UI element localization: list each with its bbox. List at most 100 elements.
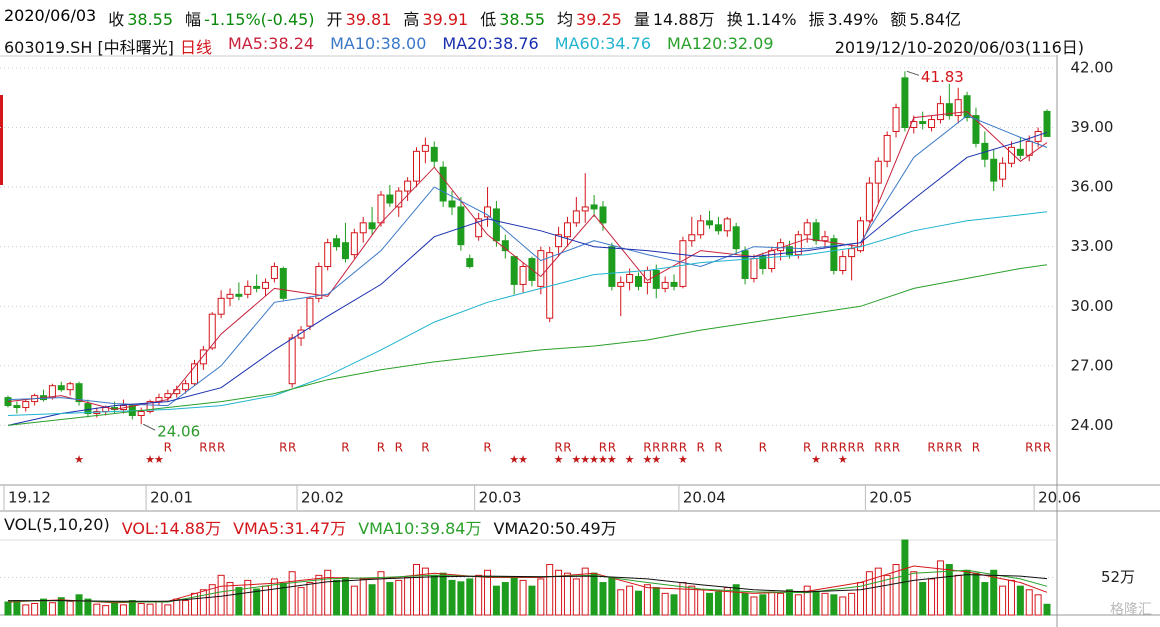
- candle-body: [732, 226, 740, 250]
- ma-legend: 603019.SH [中科曙光] 日线 MA5:38.24 MA10:38.00 M…: [4, 34, 1154, 58]
- x-tick-label: 20.02: [301, 489, 344, 507]
- volume-bar: [40, 598, 48, 616]
- candle-body: [706, 220, 714, 226]
- quote-label: 额: [890, 10, 907, 29]
- candle-body: [741, 250, 749, 279]
- volume-bar: [421, 567, 429, 616]
- volume-bar: [874, 567, 882, 616]
- candle-body: [883, 134, 891, 162]
- volume-bar: [537, 578, 545, 616]
- r-marker: R: [670, 441, 678, 455]
- candle-body: [137, 411, 145, 416]
- volume-legend: VOL(5,10,20) VOL:14.88万 VMA5:31.47万 VMA10…: [4, 515, 617, 539]
- candle-body: [572, 210, 580, 224]
- side-marker: [0, 95, 3, 185]
- candle-body: [652, 270, 660, 289]
- r-marker: R: [927, 441, 935, 455]
- volume-bar: [785, 589, 793, 616]
- candle-body: [901, 77, 909, 128]
- r-marker: R: [421, 441, 429, 455]
- r-marker: R: [208, 441, 216, 455]
- candle-body: [768, 250, 776, 270]
- candle-body: [892, 107, 900, 132]
- candle-body: [297, 329, 305, 339]
- r-marker: R: [874, 441, 882, 455]
- volume-bar: [492, 585, 500, 616]
- candle-body: [439, 166, 447, 202]
- candle-body: [208, 313, 216, 349]
- volume-bar: [22, 604, 30, 616]
- volume-bar: [93, 603, 101, 616]
- volume-bar: [297, 587, 305, 616]
- r-marker: R: [199, 441, 207, 455]
- volume-bar: [892, 564, 900, 616]
- candle-body: [404, 180, 412, 192]
- volume-bar: [981, 582, 989, 616]
- quote-item: 均 39.25: [557, 6, 622, 30]
- quote-item: 低 38.55: [480, 6, 545, 30]
- r-marker: R: [217, 441, 225, 455]
- x-tick-label: 20.05: [869, 489, 912, 507]
- ma-line: [7, 111, 1048, 411]
- candle-body: [635, 275, 643, 287]
- volume-bar: [475, 574, 483, 616]
- ma-legend-item: MA120:32.09: [667, 34, 774, 53]
- quote-label: 换: [726, 10, 743, 29]
- vma-legend-item: VMA20:50.49万: [493, 519, 617, 538]
- volume-bar: [812, 590, 820, 616]
- r-marker: R: [288, 441, 296, 455]
- volume-bar: [626, 585, 634, 616]
- volume-bar: [901, 539, 909, 616]
- volume-bar: [457, 581, 465, 616]
- vma-legend-item: VMA10:39.84万: [358, 519, 482, 538]
- y-tick-label: 24.00: [1071, 416, 1114, 434]
- volume-bar: [865, 571, 873, 616]
- volume-bar: [448, 579, 456, 616]
- candle-body: [803, 222, 811, 236]
- candle-body: [759, 256, 767, 270]
- star-marker: ★: [74, 453, 84, 466]
- volume-value: VOL:14.88万: [121, 519, 222, 538]
- volume-bar: [706, 592, 714, 616]
- volume-bar: [66, 600, 74, 616]
- volume-bar: [324, 569, 332, 616]
- quote-label: 开: [326, 10, 343, 29]
- volume-bar: [1025, 589, 1033, 616]
- star-marker: ★: [145, 453, 155, 466]
- star-marker: ★: [811, 453, 821, 466]
- ma-legend-item: MA10:38.00: [330, 34, 427, 53]
- candle-body: [688, 234, 696, 242]
- ma-line: [7, 131, 1048, 426]
- volume-bar: [883, 574, 891, 616]
- volume-bar: [208, 584, 216, 616]
- candle-body: [421, 144, 429, 152]
- r-marker: R: [945, 441, 953, 455]
- candle-body: [217, 297, 225, 315]
- candle-body: [262, 281, 270, 289]
- candle-body: [821, 236, 829, 242]
- candle-body: [608, 246, 616, 287]
- quote-value: 5.84亿: [909, 10, 962, 29]
- volume-bar: [608, 577, 616, 616]
- star-marker: ★: [580, 453, 590, 466]
- vma-line: [8, 574, 1048, 602]
- star-marker: ★: [607, 453, 617, 466]
- volume-bar: [119, 604, 127, 616]
- volume-bar: [954, 574, 962, 616]
- volume-bar: [759, 594, 767, 616]
- volume-bar: [306, 582, 314, 616]
- volume-bar: [173, 598, 181, 616]
- candle-body: [581, 206, 589, 212]
- quote-value: 14.88万: [652, 10, 715, 29]
- volume-bar: [519, 579, 527, 616]
- r-marker: R: [483, 441, 491, 455]
- volume-bar: [395, 579, 403, 616]
- candle-body: [333, 238, 341, 248]
- volume-bar: [670, 594, 678, 616]
- volume-bar: [182, 600, 190, 616]
- star-marker: ★: [554, 453, 564, 466]
- r-marker: R: [830, 441, 838, 455]
- volume-bar: [315, 574, 323, 616]
- r-marker: R: [395, 441, 403, 455]
